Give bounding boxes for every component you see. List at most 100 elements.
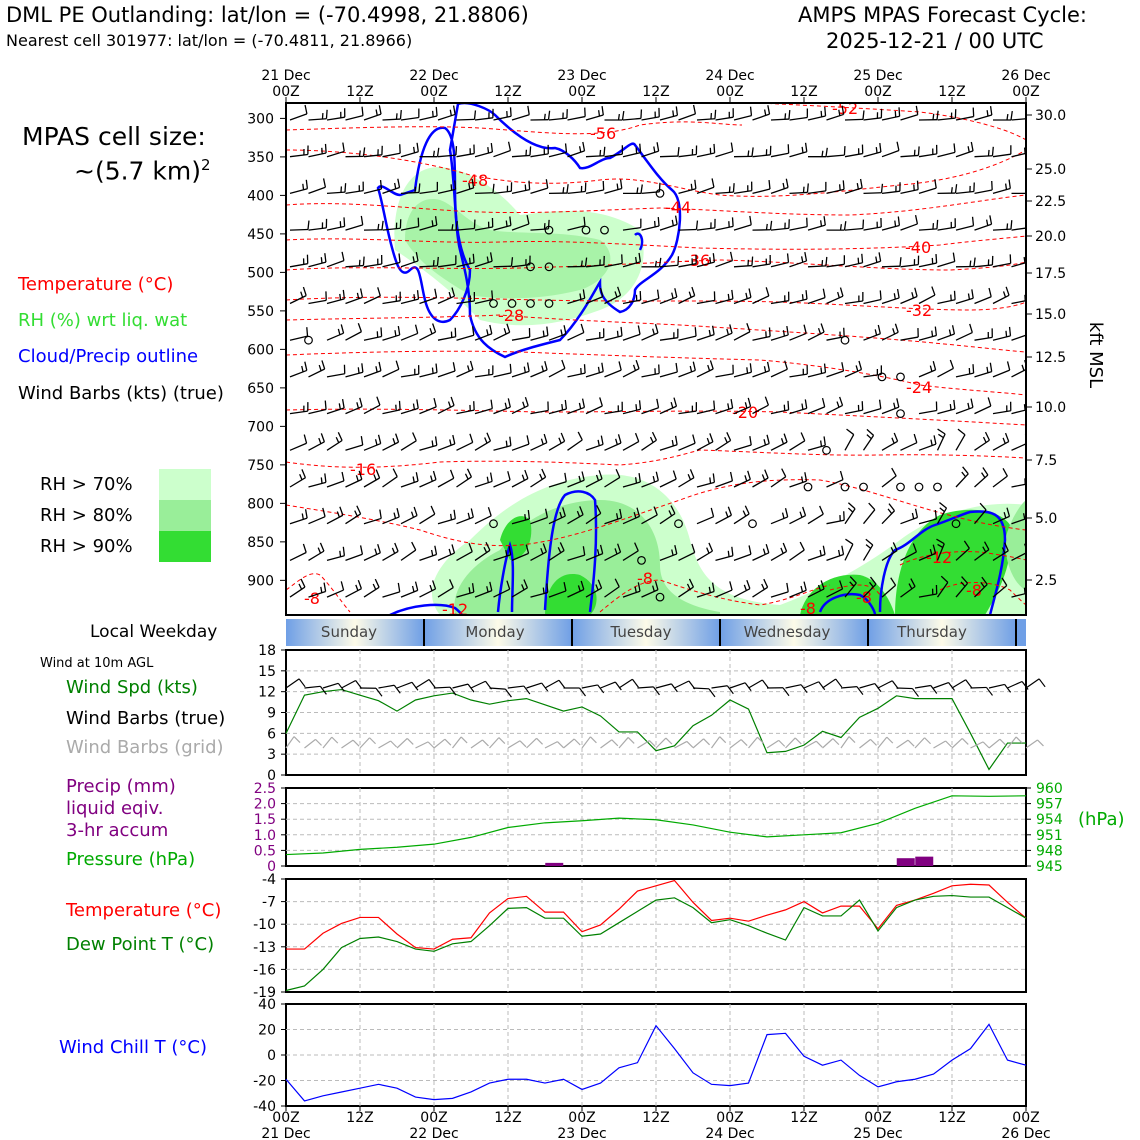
wind-barb-true <box>970 686 993 696</box>
weekday-day-monday <box>424 619 572 646</box>
wind-barb <box>1030 540 1041 561</box>
wind-barb <box>345 363 364 378</box>
pressure-tick-label: 750 <box>247 458 274 474</box>
time-tick-day: 26 Dec <box>1001 1126 1050 1140</box>
wind-barb <box>363 434 382 451</box>
cloud-outline-f <box>818 593 877 615</box>
wind-barb <box>696 109 717 121</box>
wind-barb <box>511 362 530 378</box>
wind-barb <box>789 506 807 525</box>
wind-barb <box>936 575 949 598</box>
calm-wind-marker <box>877 372 887 382</box>
wind-barb <box>308 473 327 488</box>
wind-barb <box>1030 183 1048 194</box>
wind-barb <box>1011 227 1026 231</box>
wind-barb <box>826 221 847 231</box>
wind-barb-true <box>711 685 734 695</box>
wind-barb <box>789 183 809 195</box>
wind-barb <box>918 435 937 451</box>
time-tick-hour: 00Z <box>716 1110 743 1126</box>
precip-bar <box>896 858 915 866</box>
wind-barb <box>733 363 753 378</box>
wind-barb <box>974 215 993 231</box>
wind-barb <box>770 291 790 305</box>
rh90-region-lower-b <box>545 574 597 615</box>
wind-barb <box>789 581 807 598</box>
wind-barb <box>807 216 826 231</box>
y-tick-label: 2.5 <box>254 781 276 797</box>
wind-barb <box>289 361 308 378</box>
wind-barb <box>678 145 698 158</box>
wind-barb <box>881 467 897 488</box>
wind-barb <box>900 543 918 561</box>
wind-barb <box>641 431 658 451</box>
wind-barb <box>604 110 625 121</box>
wind-barb-true <box>322 682 345 692</box>
wind-barb-grid <box>359 737 376 749</box>
wind-barb <box>456 253 475 268</box>
cloud-outline-b <box>376 126 472 324</box>
wind-barb-true <box>822 678 843 689</box>
windchill-panel: -40 -20 0 20 40 <box>253 997 1027 1115</box>
wind-barb <box>308 433 326 451</box>
legend-barbs: Wind Barbs (kts) (true) <box>18 383 224 404</box>
wind-barb <box>807 363 827 378</box>
wind-barb-grid <box>674 740 694 749</box>
wind-barb <box>844 428 855 451</box>
wind-barb <box>345 505 362 525</box>
page-subtitle: Nearest cell 301977: lat/lon = (-70.4811… <box>6 31 413 50</box>
wind-barb-grid <box>896 739 915 749</box>
wind-barb <box>770 325 789 341</box>
wind-barb <box>585 106 604 121</box>
wind-barb <box>900 180 919 195</box>
wind-barb <box>715 251 734 268</box>
wind-barb-grid <box>655 737 673 749</box>
wind-barb <box>789 432 806 451</box>
wind-barb <box>345 256 365 268</box>
wind-barb <box>696 218 716 231</box>
wind-barb <box>733 323 751 341</box>
wind-barb <box>604 578 620 598</box>
wind-barb <box>474 399 493 415</box>
wind-barb <box>696 253 716 268</box>
wind-barb-true <box>396 681 419 691</box>
wind-barb <box>918 326 938 341</box>
wind-barb <box>456 326 475 341</box>
wind-barb <box>363 361 382 378</box>
wind-barb <box>1030 364 1048 376</box>
y-tick-label: 1.5 <box>254 812 276 828</box>
cell-size-label: MPAS cell size: <box>22 122 206 151</box>
wind-barb <box>493 363 512 378</box>
wind-barb <box>622 582 641 598</box>
wind-barb <box>918 360 937 378</box>
calm-wind-marker <box>655 188 665 198</box>
wind-barb <box>789 541 805 561</box>
wind-barb-grid <box>1007 736 1023 749</box>
wind-barb <box>456 508 474 525</box>
dewpoint-label: Dew Point T (°C) <box>66 934 215 955</box>
wind-barb <box>456 401 475 415</box>
temp-label-52: -52 <box>832 99 858 118</box>
time-tick-hour: 00Z <box>864 84 891 100</box>
wind-barb-true <box>785 684 808 694</box>
wind-barb <box>363 543 381 561</box>
legend-cloud: Cloud/Precip outline <box>18 346 199 367</box>
wind-barb <box>974 467 989 488</box>
wind-barb <box>974 431 991 451</box>
calm-wind-marker <box>544 299 554 308</box>
wind-barb <box>623 184 643 195</box>
time-tick-hour: 00Z <box>420 1110 447 1126</box>
wind-barb <box>474 143 494 158</box>
wind-barb <box>937 143 956 158</box>
wind-barb <box>955 398 974 415</box>
y-tick-label: 0 <box>267 859 276 875</box>
wind-barb <box>918 179 937 195</box>
wind-barb <box>678 402 698 415</box>
calm-wind-marker <box>544 225 554 235</box>
wind-barb <box>696 582 715 598</box>
wind-barb <box>715 506 733 525</box>
wind-barb <box>955 428 966 451</box>
wind-barb <box>881 257 902 268</box>
time-tick-hour: 12Z <box>938 1110 965 1126</box>
wind-barb <box>493 257 514 268</box>
